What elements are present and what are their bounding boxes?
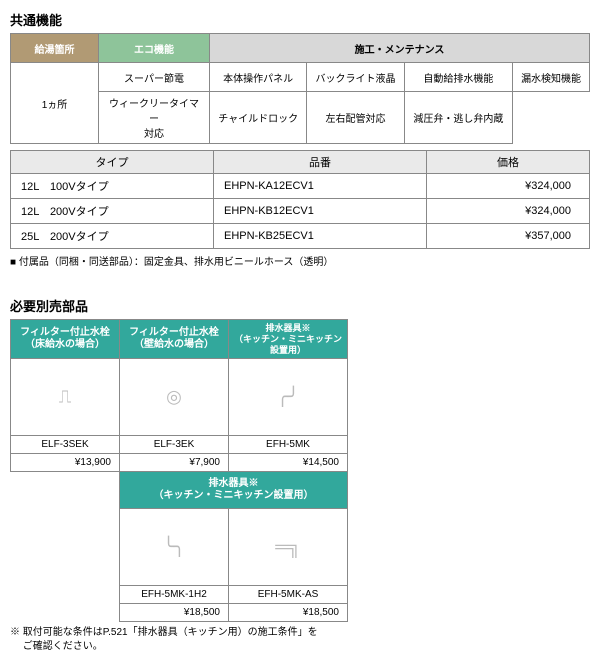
table-row: 12L 100Vタイプ EHPN-KA12ECV1 ¥324,000 bbox=[11, 174, 590, 199]
product-code: EHPN-KB12ECV1 bbox=[214, 199, 427, 224]
features-mx-r2c1: チャイルドロック bbox=[210, 92, 307, 144]
opt-img-2: ◎ bbox=[120, 359, 229, 436]
features-mx-r1c2: バックライト液晶 bbox=[307, 63, 404, 92]
features-col2-r1: スーパー節電 bbox=[99, 63, 210, 92]
opt-img-5: ═╗ bbox=[229, 509, 348, 586]
features-mx-r1c4: 漏水検知機能 bbox=[513, 63, 590, 92]
accessory-note: ■ 付属品（同梱・同送部品）：固定金具、排水用ビニールホース（透明） bbox=[10, 253, 590, 268]
opt-price-2: ¥7,900 bbox=[120, 454, 229, 472]
opt-code-3: EFH-5MK bbox=[229, 436, 348, 454]
opt-code-4: EFH-5MK-1H2 bbox=[120, 586, 229, 604]
section-title: 共通機能 bbox=[10, 10, 590, 29]
footnote: ※ 取付可能な条件はP.521「排水器具（キッチン用）の施工条件」を ご確認くだ… bbox=[10, 626, 590, 654]
product-type: 12L 200Vタイプ bbox=[11, 199, 214, 224]
image-placeholder-icon: ◎ bbox=[166, 387, 182, 408]
optional-table: フィルター付止水栓 （床給水の場合） フィルター付止水栓 （壁給水の場合） 排水… bbox=[10, 319, 348, 622]
opt-price-1: ¥13,900 bbox=[11, 454, 120, 472]
product-price: ¥324,000 bbox=[427, 199, 590, 224]
opt-head-row2: 排水器具※ （キッチン・ミニキッチン設置用） bbox=[120, 472, 348, 509]
opt-code-5: EFH-5MK-AS bbox=[229, 586, 348, 604]
features-col1: 1ヵ所 bbox=[11, 63, 99, 144]
product-price: ¥324,000 bbox=[427, 174, 590, 199]
features-mx-r2c2: 左右配管対応 bbox=[307, 92, 404, 144]
opt-img-4: ╰╮ bbox=[120, 509, 229, 586]
opt-price-4: ¥18,500 bbox=[120, 604, 229, 622]
opt-img-3: ╭╯ bbox=[229, 359, 348, 436]
image-placeholder-icon: ═╗ bbox=[275, 537, 301, 558]
opt-head-2: フィルター付止水栓 （壁給水の場合） bbox=[120, 320, 229, 359]
opt-price-5: ¥18,500 bbox=[229, 604, 348, 622]
features-head-3: 施工・メンテナンス bbox=[210, 34, 590, 63]
image-placeholder-icon: ╰╮ bbox=[163, 537, 185, 558]
product-type: 12L 100Vタイプ bbox=[11, 174, 214, 199]
opt-price-3: ¥14,500 bbox=[229, 454, 348, 472]
opt-blank bbox=[11, 509, 120, 586]
opt-blank bbox=[11, 586, 120, 604]
product-price: ¥357,000 bbox=[427, 224, 590, 249]
table-row: 25L 200Vタイプ EHPN-KB25ECV1 ¥357,000 bbox=[11, 224, 590, 249]
product-code: EHPN-KB25ECV1 bbox=[214, 224, 427, 249]
features-mx-blank bbox=[513, 92, 590, 144]
opt-head-1: フィルター付止水栓 （床給水の場合） bbox=[11, 320, 120, 359]
optional-title: 必要別売部品 bbox=[10, 296, 590, 315]
opt-head-3: 排水器具※ （キッチン・ミニキッチン設置用） bbox=[229, 320, 348, 359]
features-head-2: エコ機能 bbox=[99, 34, 210, 63]
product-code: EHPN-KA12ECV1 bbox=[214, 174, 427, 199]
features-mx-r1c3: 自動給排水機能 bbox=[404, 63, 512, 92]
features-mx-r1c1: 本体操作パネル bbox=[210, 63, 307, 92]
table-row: 12L 200Vタイプ EHPN-KB12ECV1 ¥324,000 bbox=[11, 199, 590, 224]
opt-blank bbox=[11, 604, 120, 622]
features-col2-r2: ウィークリータイマー 対応 bbox=[99, 92, 210, 144]
features-mx-r2c3: 減圧弁・逃し弁内蔵 bbox=[404, 92, 512, 144]
image-placeholder-icon: ⎍ bbox=[59, 387, 72, 408]
products-h-type: タイプ bbox=[11, 151, 214, 174]
product-type: 25L 200Vタイプ bbox=[11, 224, 214, 249]
opt-code-1: ELF-3SEK bbox=[11, 436, 120, 454]
features-head-1: 給湯箇所 bbox=[11, 34, 99, 63]
features-table: 給湯箇所 エコ機能 施工・メンテナンス 1ヵ所 スーパー節電 本体操作パネル バ… bbox=[10, 33, 590, 144]
opt-img-1: ⎍ bbox=[11, 359, 120, 436]
opt-blank bbox=[11, 472, 120, 509]
opt-code-2: ELF-3EK bbox=[120, 436, 229, 454]
products-table: タイプ 品番 価格 12L 100Vタイプ EHPN-KA12ECV1 ¥324… bbox=[10, 150, 590, 249]
products-h-code: 品番 bbox=[214, 151, 427, 174]
products-h-price: 価格 bbox=[427, 151, 590, 174]
image-placeholder-icon: ╭╯ bbox=[277, 387, 299, 408]
